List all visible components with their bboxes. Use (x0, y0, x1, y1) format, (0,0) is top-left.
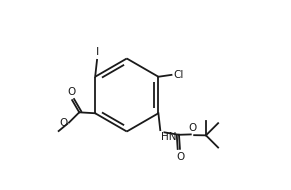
Text: O: O (188, 124, 197, 133)
Text: Cl: Cl (173, 70, 184, 80)
Text: O: O (67, 87, 75, 97)
Text: O: O (60, 118, 68, 128)
Text: I: I (95, 47, 99, 57)
Text: O: O (177, 152, 185, 162)
Text: HN: HN (161, 132, 177, 142)
